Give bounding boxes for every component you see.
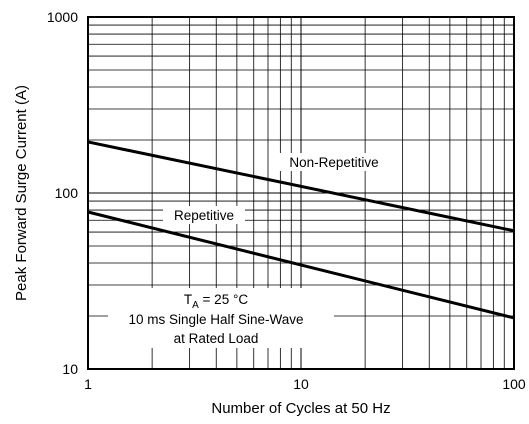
- condition-temperature: TA = 25 °C: [184, 292, 248, 311]
- x-tick-label: 1: [84, 376, 92, 392]
- non-repetitive-label-bg: [277, 153, 391, 171]
- plot-frame: [87, 16, 515, 370]
- tick-labels: 1 10 100 10 100 1000: [47, 9, 526, 392]
- y-axis-label: Peak Forward Surge Current (A): [13, 85, 30, 301]
- series-line-repetitive: [87, 210, 515, 320]
- repetitive-label: Repetitive: [174, 208, 234, 223]
- non-repetitive-label: Non-Repetitive: [289, 155, 378, 170]
- x-tick-label: 100: [502, 376, 526, 392]
- condition-load: at Rated Load: [174, 331, 259, 346]
- annotations: Non-Repetitive Repetitive TA = 25 °C 10 …: [108, 153, 391, 348]
- y-tick-label: 100: [55, 185, 79, 201]
- repetitive-label-bg: [163, 206, 245, 224]
- y-tick-label: 1000: [47, 9, 78, 25]
- condition-waveform: 10 ms Single Half Sine-Wave: [128, 312, 303, 327]
- y-tick-label: 10: [62, 361, 78, 377]
- series-line-non-repetitive: [87, 140, 515, 233]
- condition-box-bg: [108, 288, 334, 348]
- series-lines: [87, 140, 515, 320]
- x-tick-label: 10: [293, 376, 309, 392]
- x-axis-label: Number of Cycles at 50 Hz: [211, 400, 390, 417]
